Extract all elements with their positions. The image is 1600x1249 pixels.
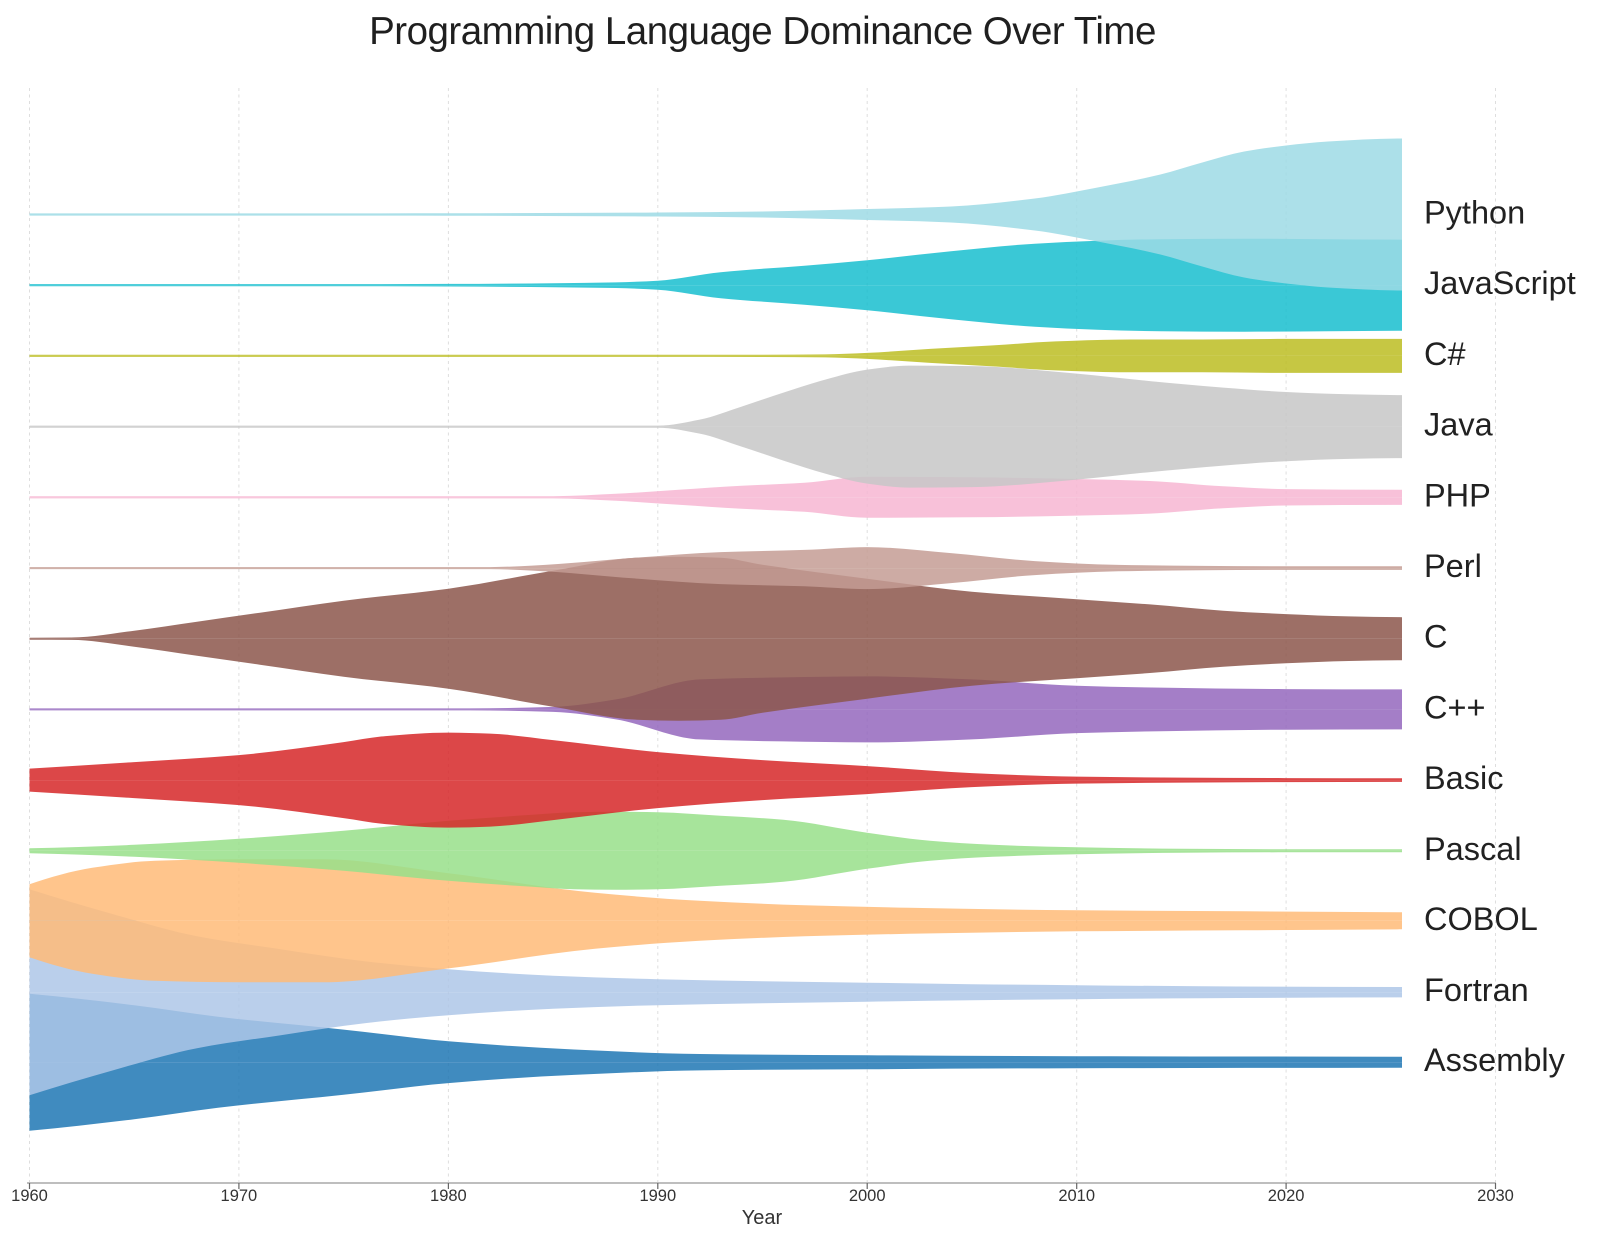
svg-text:C++: C++: [1424, 689, 1485, 725]
svg-text:2020: 2020: [1268, 1187, 1305, 1205]
svg-text:Python: Python: [1424, 195, 1525, 231]
svg-text:Programming Language Dominance: Programming Language Dominance Over Time: [369, 10, 1156, 53]
svg-text:2030: 2030: [1477, 1187, 1514, 1205]
svg-text:PHP: PHP: [1424, 477, 1491, 513]
svg-text:Year: Year: [742, 1207, 783, 1229]
svg-text:2000: 2000: [849, 1187, 886, 1205]
svg-text:Assembly: Assembly: [1424, 1042, 1566, 1078]
svg-text:1990: 1990: [639, 1187, 676, 1205]
svg-text:C: C: [1424, 619, 1447, 655]
svg-text:JavaScript: JavaScript: [1424, 265, 1576, 301]
svg-text:Basic: Basic: [1424, 760, 1503, 796]
svg-text:C#: C#: [1424, 336, 1466, 372]
svg-text:1960: 1960: [11, 1187, 48, 1205]
svg-text:COBOL: COBOL: [1424, 901, 1538, 937]
svg-text:1970: 1970: [221, 1187, 258, 1205]
svg-text:Perl: Perl: [1424, 548, 1482, 584]
svg-text:Pascal: Pascal: [1424, 831, 1522, 867]
svg-text:Java: Java: [1424, 407, 1494, 443]
svg-text:Fortran: Fortran: [1424, 972, 1529, 1008]
svg-text:2010: 2010: [1058, 1187, 1095, 1205]
svg-text:1980: 1980: [430, 1187, 467, 1205]
